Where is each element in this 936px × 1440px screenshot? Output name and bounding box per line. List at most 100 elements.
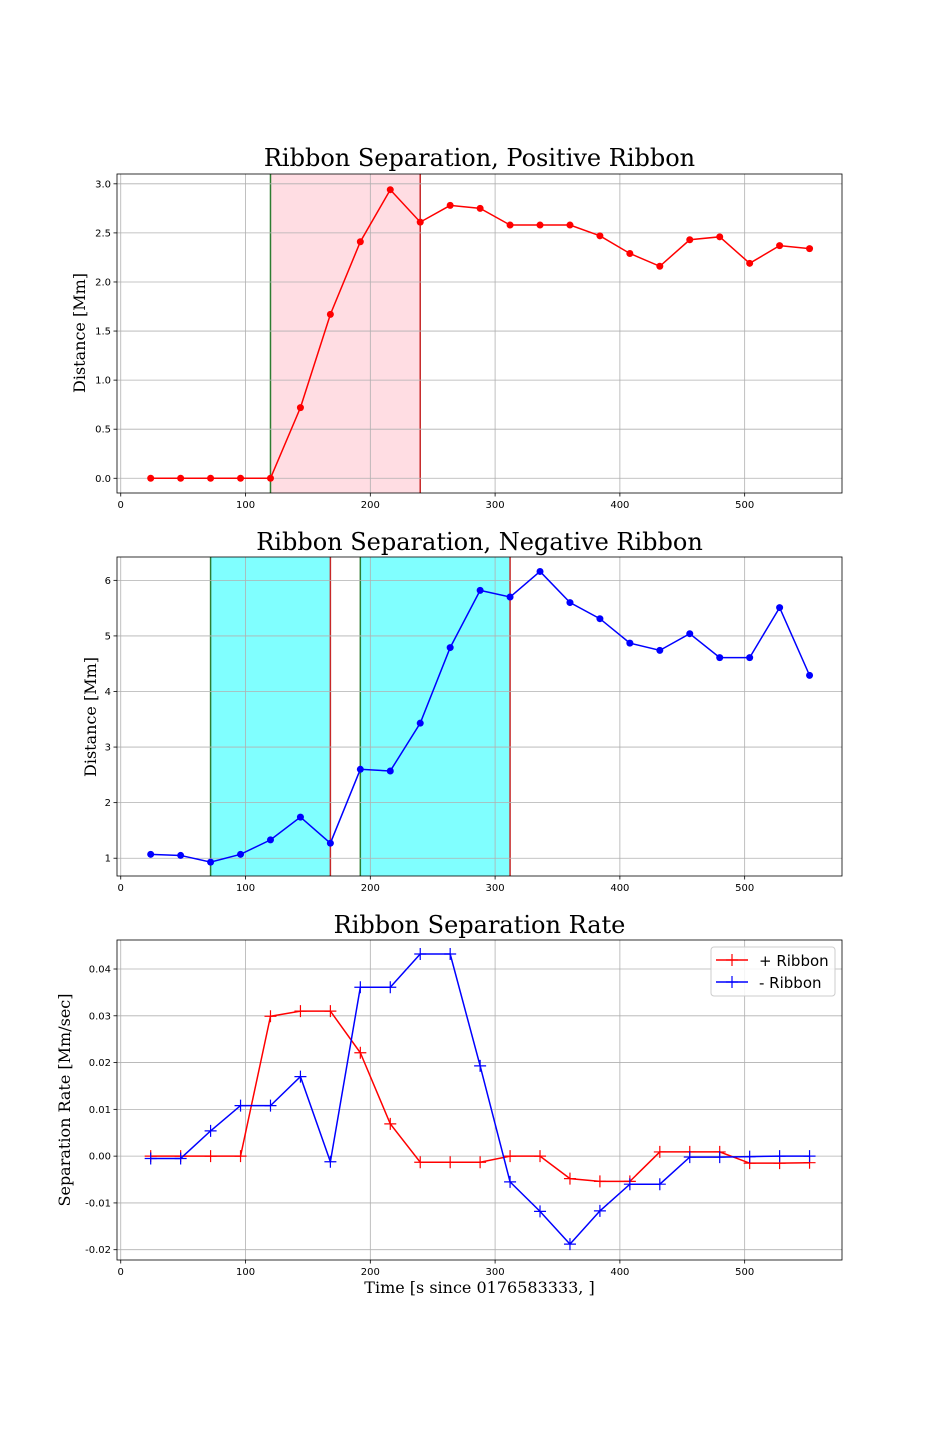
data-point-3-1-10 bbox=[444, 948, 457, 961]
y-tick-label-2-4: 5 bbox=[105, 631, 111, 642]
data-point-1-0-6 bbox=[326, 310, 334, 318]
span-2-0 bbox=[210, 557, 331, 876]
data-point-2-0-17 bbox=[656, 646, 664, 654]
data-point-3-0-4 bbox=[264, 1010, 277, 1023]
data-point-3-0-2 bbox=[204, 1150, 217, 1163]
data-point-1-0-16 bbox=[626, 250, 634, 258]
data-point-1-0-10 bbox=[446, 201, 454, 209]
legend-marker-plus-ribbon bbox=[726, 954, 738, 966]
data-point-2-0-16 bbox=[626, 639, 634, 647]
data-point-3-1-9 bbox=[414, 948, 427, 961]
data-point-3-1-16 bbox=[623, 1178, 636, 1191]
y-tick-label-3-5: 0.03 bbox=[89, 1011, 111, 1022]
panel-1-spans bbox=[269, 174, 421, 493]
y-tick-label-3-0: -0.02 bbox=[85, 1245, 111, 1256]
data-point-1-0-18 bbox=[686, 236, 694, 244]
panel-2-series bbox=[147, 567, 814, 866]
data-point-2-0-20 bbox=[746, 654, 754, 662]
y-tick-label-2-2: 3 bbox=[105, 743, 111, 754]
y-tick-label-1-0: 0.0 bbox=[95, 474, 111, 485]
legend-entry-minus-ribbon: - Ribbon bbox=[716, 974, 822, 992]
x-tick-label-3-4: 400 bbox=[610, 1267, 629, 1278]
y-tick-label-3-1: -0.01 bbox=[85, 1198, 111, 1209]
x-tick-label-1-2: 200 bbox=[361, 500, 380, 511]
data-point-1-0-2 bbox=[207, 474, 215, 482]
data-point-3-1-6 bbox=[324, 1155, 337, 1168]
data-point-3-1-15 bbox=[593, 1204, 606, 1217]
y-tick-label-1-5: 2.5 bbox=[95, 228, 111, 239]
data-point-2-0-19 bbox=[716, 654, 724, 662]
data-point-2-0-1 bbox=[177, 851, 185, 859]
panel-1-ticks: 0 100 200 300 400 500 0.0 0.5 1.0 1.5 2.0 2.5 3.0 bbox=[95, 179, 754, 511]
data-point-3-1-13 bbox=[534, 1205, 547, 1218]
data-point-1-0-5 bbox=[296, 404, 304, 412]
panel-negative-ribbon: Ribbon Separation, Negative Ribbon Dista… bbox=[81, 528, 843, 894]
panel-3-series bbox=[144, 948, 816, 1251]
data-point-3-0-14 bbox=[563, 1172, 576, 1185]
x-tick-label-3-1: 100 bbox=[236, 1267, 255, 1278]
data-point-1-0-17 bbox=[656, 262, 664, 270]
x-tick-label-1-1: 100 bbox=[236, 500, 255, 511]
data-point-2-0-14 bbox=[566, 599, 574, 607]
y-tick-label-2-1: 2 bbox=[105, 798, 111, 809]
span-2-1 bbox=[360, 557, 511, 876]
data-point-3-1-1 bbox=[174, 1152, 187, 1165]
panel-1-ylabel: Distance [Mm] bbox=[70, 273, 89, 393]
data-point-2-0-10 bbox=[446, 644, 454, 652]
data-point-1-0-11 bbox=[476, 204, 484, 212]
x-tick-label-3-5: 500 bbox=[735, 1267, 754, 1278]
data-point-3-0-3 bbox=[234, 1150, 247, 1163]
data-point-1-0-8 bbox=[386, 186, 394, 194]
panel-2-axes-frame bbox=[116, 556, 843, 877]
data-point-2-0-18 bbox=[686, 630, 694, 638]
data-point-2-0-5 bbox=[296, 813, 304, 821]
x-tick-label-3-0: 0 bbox=[118, 1267, 124, 1278]
data-point-3-1-21 bbox=[773, 1150, 786, 1163]
data-point-3-0-10 bbox=[444, 1156, 457, 1169]
data-point-3-1-0 bbox=[144, 1152, 157, 1165]
y-tick-label-2-5: 6 bbox=[105, 576, 111, 587]
data-point-2-0-3 bbox=[237, 850, 245, 858]
data-point-1-0-1 bbox=[177, 474, 185, 482]
x-tick-label-1-5: 500 bbox=[735, 500, 754, 511]
data-point-2-0-21 bbox=[776, 604, 784, 612]
data-point-1-0-14 bbox=[566, 221, 574, 229]
span-1-0 bbox=[270, 174, 421, 493]
data-point-3-1-2 bbox=[204, 1124, 217, 1137]
x-tick-label-2-4: 400 bbox=[610, 883, 629, 894]
panel-1-grid bbox=[117, 174, 842, 493]
data-point-3-1-8 bbox=[384, 981, 397, 994]
x-tick-label-2-1: 100 bbox=[236, 883, 255, 894]
panel-separation-rate: Ribbon Separation Rate Separation Rate [… bbox=[55, 911, 843, 1297]
data-point-1-0-4 bbox=[266, 474, 274, 482]
legend: + Ribbon - Ribbon bbox=[710, 946, 836, 997]
data-point-2-0-4 bbox=[266, 836, 274, 844]
data-point-1-0-12 bbox=[506, 221, 514, 229]
data-point-3-1-11 bbox=[474, 1059, 487, 1072]
panel-positive-ribbon: Ribbon Separation, Positive Ribbon Dista… bbox=[70, 144, 843, 511]
x-tick-label-1-3: 300 bbox=[486, 500, 505, 511]
panel-3-axes-frame bbox=[116, 939, 843, 1261]
panel-3-ticks: 0 100 200 300 400 500 -0.02 -0.01 0.00 0.01 0.02 0.… bbox=[85, 965, 754, 1278]
x-tick-label-2-2: 200 bbox=[361, 883, 380, 894]
panel-3-title: Ribbon Separation Rate bbox=[334, 911, 626, 939]
data-point-2-0-8 bbox=[386, 767, 394, 775]
data-point-3-1-20 bbox=[743, 1150, 756, 1163]
y-tick-label-3-3: 0.01 bbox=[89, 1105, 111, 1116]
legend-marker-minus-ribbon bbox=[726, 976, 738, 988]
data-point-2-0-12 bbox=[506, 593, 514, 601]
panel-1-axes-frame bbox=[116, 173, 843, 494]
series-line-3-1 bbox=[150, 953, 810, 1246]
data-point-2-0-13 bbox=[536, 567, 544, 575]
data-point-3-0-8 bbox=[384, 1117, 397, 1130]
data-point-3-1-17 bbox=[653, 1178, 666, 1191]
y-tick-label-1-6: 3.0 bbox=[95, 179, 111, 190]
x-tick-label-3-2: 200 bbox=[361, 1267, 380, 1278]
data-point-3-1-14 bbox=[563, 1238, 576, 1251]
data-point-1-0-20 bbox=[746, 259, 754, 267]
y-tick-label-1-4: 2.0 bbox=[95, 277, 111, 288]
y-tick-label-3-4: 0.02 bbox=[89, 1058, 111, 1069]
y-tick-label-1-3: 1.5 bbox=[95, 327, 111, 338]
data-point-2-0-9 bbox=[416, 719, 424, 727]
y-tick-label-2-3: 4 bbox=[105, 687, 111, 698]
